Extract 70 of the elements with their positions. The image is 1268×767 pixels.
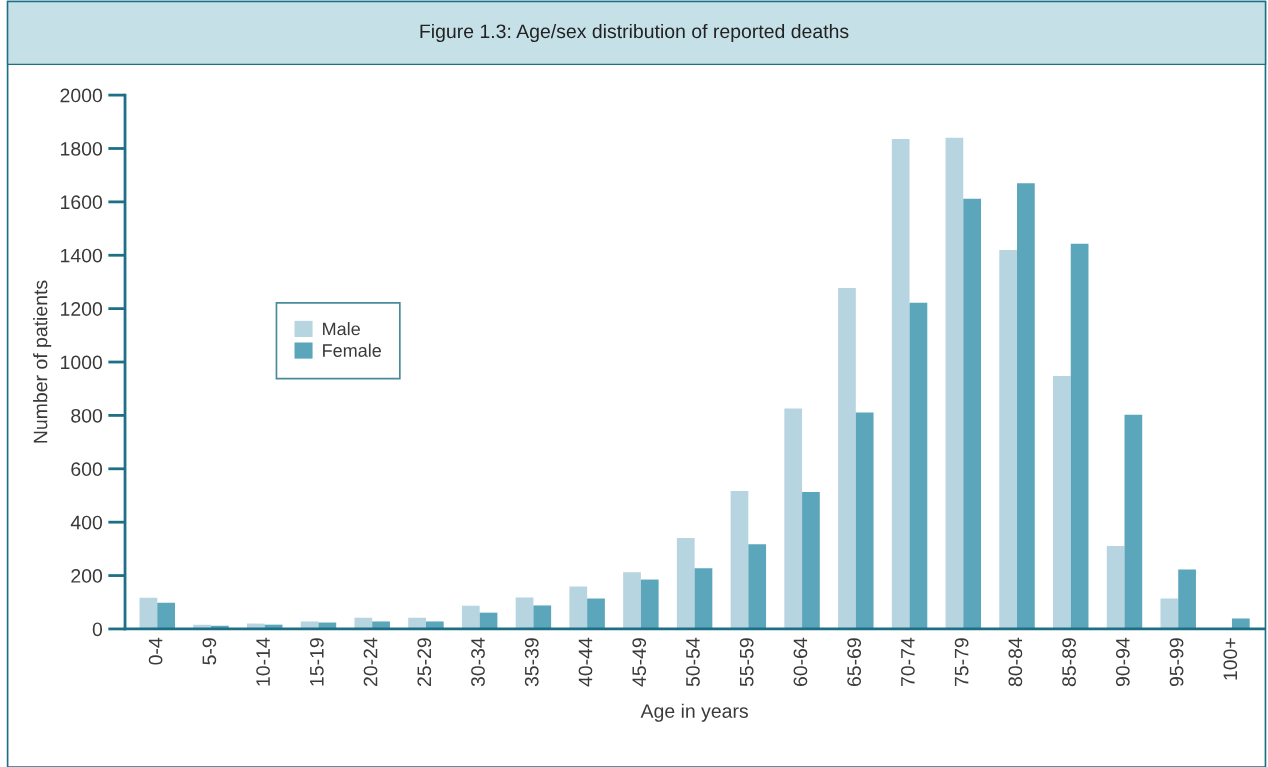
x-tick-label: 45-49 — [632, 638, 647, 687]
bar — [587, 598, 605, 629]
x-tick-label: 100+ — [1223, 638, 1238, 680]
bar — [640, 579, 659, 629]
bar — [425, 621, 444, 629]
bar — [157, 602, 175, 629]
bar — [1124, 414, 1143, 629]
bar — [569, 586, 588, 629]
bar — [999, 249, 1018, 629]
bar — [408, 617, 426, 629]
x-tick-label: 15-19 — [309, 638, 324, 686]
bar — [802, 492, 820, 629]
y-tick-label: 1400 — [61, 248, 103, 263]
chart-title: Figure 1.3: Age/sex distribution of reported deaths — [420, 23, 849, 43]
y-tick-label: 400 — [70, 515, 103, 530]
y-tick-label: 2000 — [60, 88, 103, 103]
x-tick-label: 10-14 — [256, 637, 270, 686]
bar — [533, 605, 552, 629]
bar — [1053, 375, 1071, 629]
bar — [623, 572, 641, 629]
y-axis-title: Number of patients — [33, 280, 52, 443]
bar — [515, 597, 534, 629]
y-tick-label: 1800 — [61, 141, 103, 156]
y-tick-label: 800 — [71, 408, 103, 423]
bar — [909, 302, 928, 629]
y-tick-label: 1000 — [61, 355, 103, 370]
bar — [784, 408, 803, 629]
bar — [748, 544, 767, 629]
x-tick-label: 5-9 — [202, 638, 217, 665]
x-tick-label: 95-99 — [1169, 638, 1184, 687]
x-axis-title: Age in years — [640, 703, 748, 722]
y-tick-label: 0 — [92, 622, 103, 637]
bar — [461, 605, 480, 629]
x-tick-label: 60-64 — [793, 637, 808, 687]
bar — [963, 198, 982, 629]
bar — [855, 412, 874, 629]
x-tick-label: 35-39 — [524, 638, 539, 687]
x-tick-label: 50-54 — [686, 637, 700, 687]
y-tick-label: 1600 — [61, 195, 103, 210]
x-tick-label: 0-4 — [148, 637, 163, 665]
x-tick-label: 80-84 — [1008, 637, 1023, 687]
y-tick-label: 1200 — [61, 302, 103, 316]
y-tick-label: 200 — [71, 569, 103, 583]
bar — [139, 597, 158, 629]
x-tick-label: 30-34 — [471, 637, 485, 687]
x-tick-label: 75-79 — [954, 638, 969, 686]
x-tick-label: 20-24 — [363, 637, 378, 687]
bar — [372, 621, 390, 629]
legend-label: Male — [323, 322, 360, 336]
bar — [838, 288, 856, 629]
bar — [1017, 183, 1035, 629]
bar — [694, 568, 713, 629]
bar — [730, 490, 749, 629]
legend-label: Female — [323, 343, 381, 357]
bar — [354, 617, 373, 629]
x-tick-label: 25-29 — [417, 638, 432, 687]
bar — [1178, 569, 1196, 629]
bar — [891, 138, 910, 629]
x-tick-label: 70-74 — [901, 637, 915, 686]
bar — [1160, 598, 1179, 629]
x-tick-label: 85-89 — [1062, 638, 1076, 687]
y-tick-label: 600 — [71, 462, 103, 477]
x-tick-label: 40-44 — [578, 637, 593, 687]
x-tick-label: 55-59 — [739, 638, 754, 687]
x-tick-label: 65-69 — [847, 638, 862, 687]
x-tick-label: 90-94 — [1115, 637, 1130, 687]
bar — [1106, 545, 1125, 629]
bar — [945, 137, 964, 629]
bar — [676, 537, 695, 629]
bar — [1070, 243, 1089, 629]
